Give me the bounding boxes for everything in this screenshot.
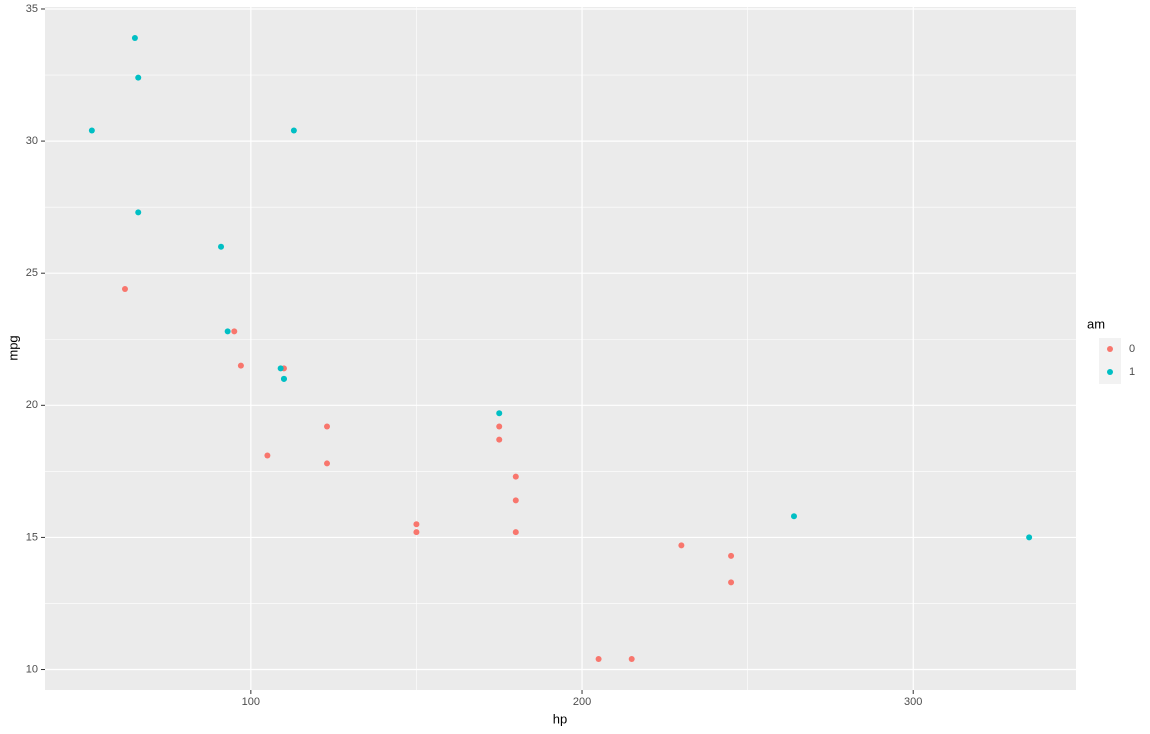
x-tick-label: 200 — [573, 696, 591, 708]
point — [496, 423, 503, 430]
point — [728, 552, 735, 559]
legend-label: 0 — [1129, 343, 1135, 355]
x-tick-label: 100 — [242, 696, 260, 708]
point — [413, 529, 420, 536]
legend-label: 1 — [1129, 366, 1135, 378]
point — [277, 365, 284, 372]
grid — [45, 7, 1076, 690]
point — [324, 423, 331, 430]
points — [88, 35, 1033, 662]
point — [790, 513, 797, 520]
point — [131, 35, 138, 42]
point — [218, 243, 225, 250]
point — [135, 209, 142, 216]
y-tick-label: 25 — [26, 267, 38, 279]
legend-key-background — [1099, 338, 1121, 384]
y-tick-label: 35 — [26, 3, 38, 15]
point — [290, 127, 297, 134]
legend-key — [1107, 369, 1113, 375]
point — [628, 655, 635, 662]
point — [121, 286, 128, 293]
y-tick-label: 30 — [26, 135, 38, 147]
x-axis-title: hp — [553, 711, 567, 726]
y-tick-label: 10 — [26, 663, 38, 675]
point — [135, 74, 142, 81]
y-axis-title: mpg — [5, 335, 20, 360]
point — [728, 579, 735, 586]
y-tick-label: 15 — [26, 531, 38, 543]
point — [237, 362, 244, 369]
point — [678, 542, 685, 549]
legend-title: am — [1087, 316, 1105, 331]
point — [231, 328, 238, 335]
legend-key — [1107, 346, 1113, 352]
x-tick-label: 300 — [904, 696, 922, 708]
point — [595, 655, 602, 662]
legend: am 0 1 — [1087, 316, 1135, 384]
point — [1026, 534, 1033, 541]
point — [413, 521, 420, 528]
point — [496, 410, 503, 417]
point — [512, 473, 519, 480]
point — [512, 497, 519, 504]
point — [224, 328, 231, 335]
point — [496, 436, 503, 443]
point — [324, 460, 331, 467]
point — [264, 452, 271, 459]
point — [512, 529, 519, 536]
point — [280, 375, 287, 382]
point — [88, 127, 95, 134]
y-tick-label: 20 — [26, 399, 38, 411]
panel — [45, 7, 1076, 690]
